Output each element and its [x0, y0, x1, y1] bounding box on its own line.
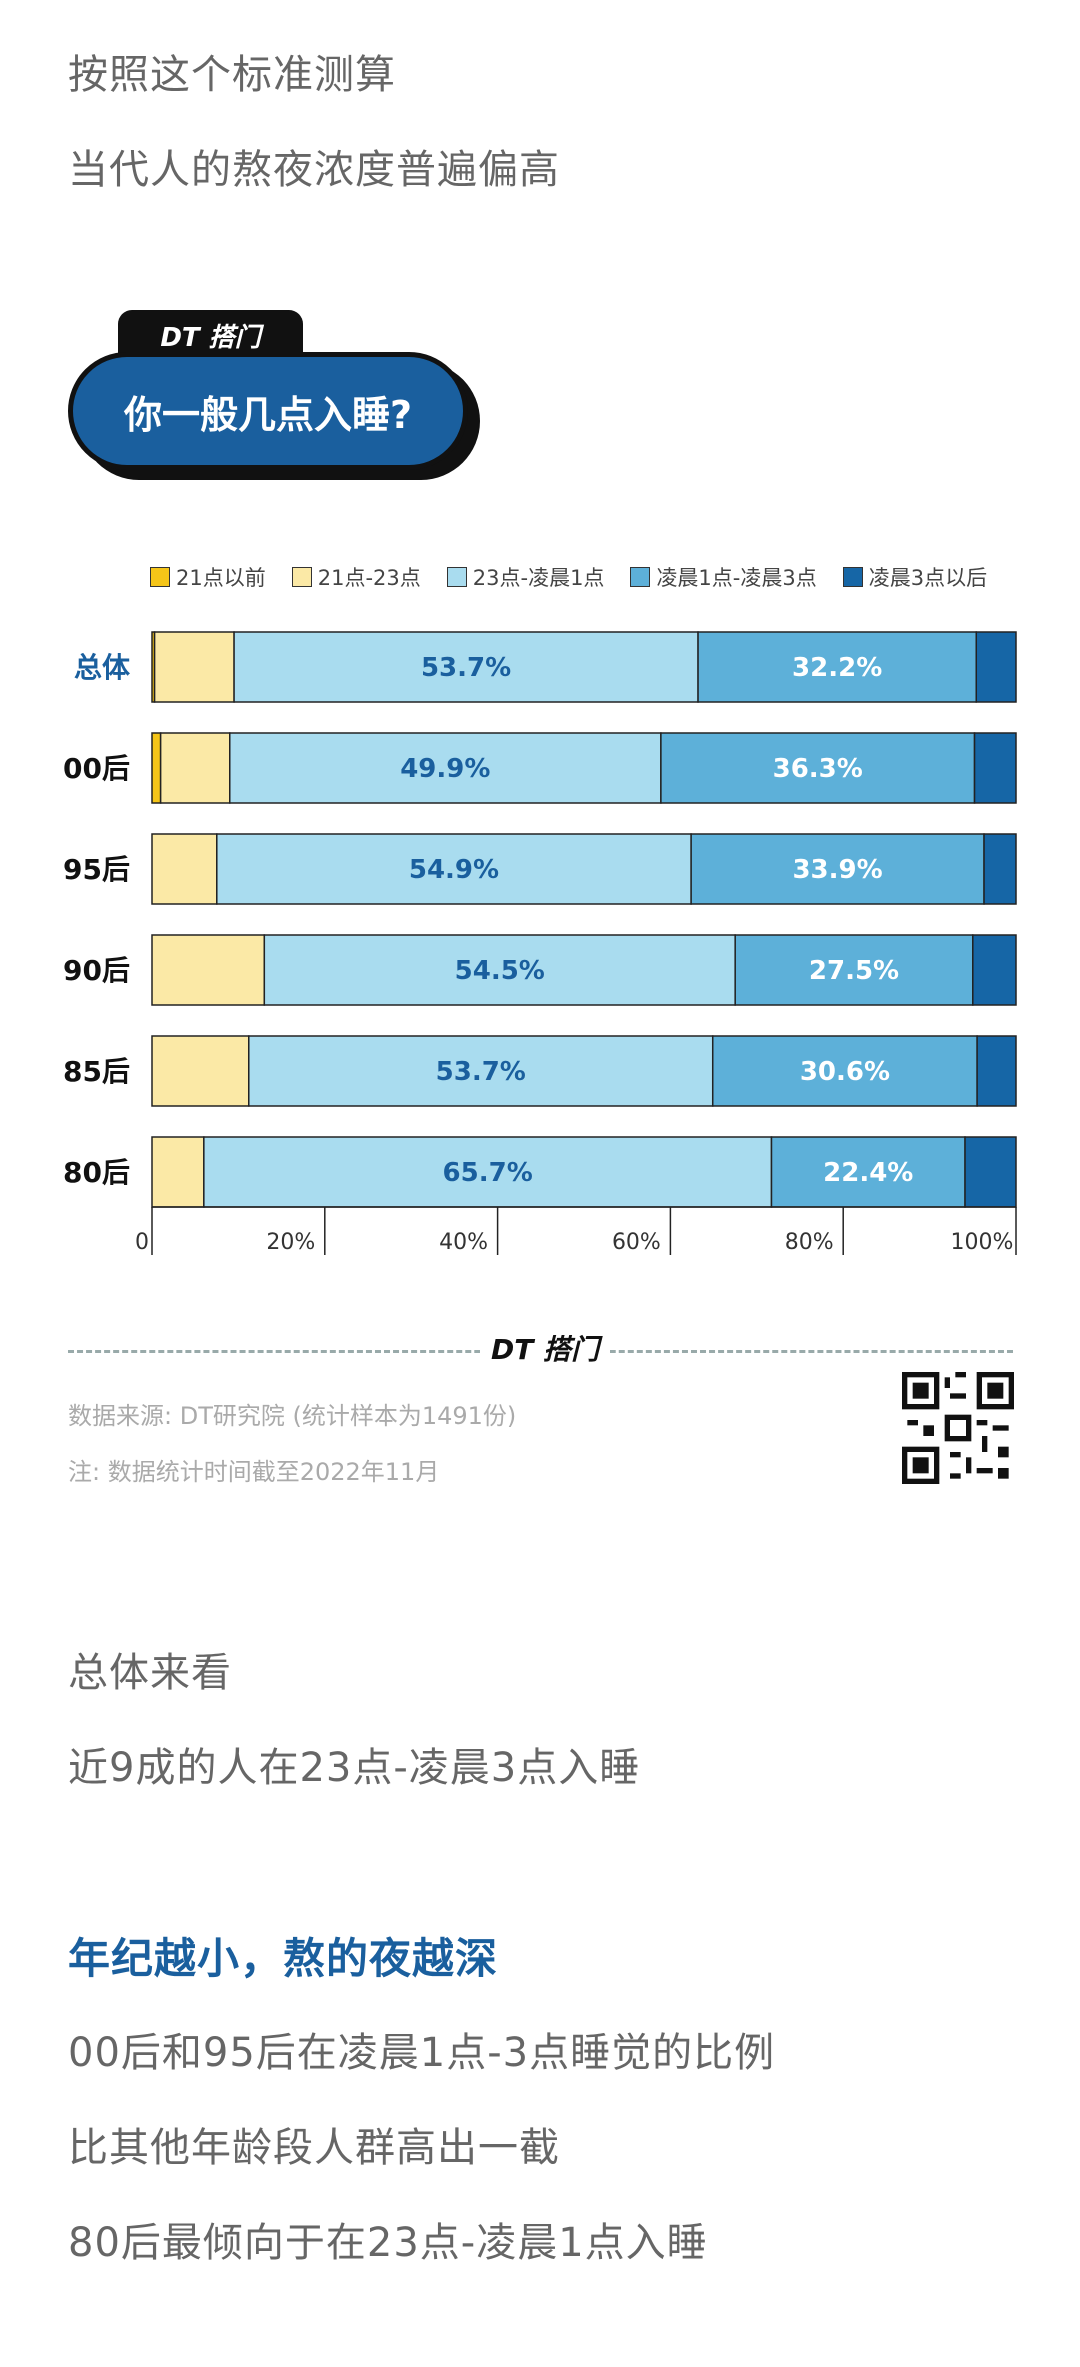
stacked-bar-chart: 总体 53.7% 32.2% 00后 49.9% 36.3% 95后 54.9% 33.9% 90… [63, 631, 1017, 1255]
bar-segment-1-0 [151, 732, 162, 804]
bar-segment-3-2 [263, 934, 736, 1006]
data-label-1-3: 36.3% [773, 754, 863, 784]
chart-legend: 21点以前 21点-23点 23点-凌晨1点 凌晨1点-凌晨3点 凌晨3点以后 [150, 562, 987, 592]
bar-segment-1-1 [159, 732, 231, 804]
data-label-4-3: 30.6% [800, 1057, 890, 1087]
data-label-1-2: 49.9% [400, 754, 490, 784]
data-source-note: 数据来源: DT研究院 (统计样本为1491份) [68, 1402, 517, 1430]
row-label-0: 总体 [74, 651, 131, 684]
x-tick-label-5: 100% [951, 1230, 1014, 1255]
x-tick-label-3: 60% [612, 1230, 661, 1255]
data-label-3-3: 27.5% [809, 956, 899, 986]
brand-tab-logo: DT 搭门 [118, 310, 303, 360]
body-highlight-heading: 年纪越小，熬的夜越深 [68, 1934, 499, 1983]
bar-segment-0-4 [975, 631, 1017, 703]
bar-segment-4-3 [711, 1035, 978, 1107]
row-label-4: 85后 [63, 1055, 130, 1088]
data-label-0-2: 53.7% [421, 653, 511, 683]
data-label-3-2: 54.5% [455, 956, 545, 986]
legend-item-0: 21点以前 [150, 562, 266, 592]
bar-segment-5-1 [151, 1136, 205, 1208]
legend-item-2: 23点-凌晨1点 [446, 562, 604, 592]
data-label-5-3: 22.4% [823, 1158, 913, 1188]
bar-segment-0-3 [697, 631, 978, 703]
bar-segment-3-4 [972, 934, 1017, 1006]
body-line-3: 00后和95后在凌晨1点-3点睡觉的比例 [68, 2030, 776, 2076]
body-line-2: 近9成的人在23点-凌晨3点入睡 [68, 1745, 641, 1791]
body-line-5: 80后最倾向于在23点-凌晨1点入睡 [68, 2220, 708, 2266]
x-tick-label-2: 40% [439, 1230, 488, 1255]
row-label-3: 90后 [63, 954, 130, 987]
bar-segment-2-4 [983, 833, 1017, 905]
legend-item-3: 凌晨1点-凌晨3点 [630, 562, 817, 592]
legend-item-4: 凌晨3点以后 [842, 562, 987, 592]
bar-segment-2-1 [151, 833, 218, 905]
bar-segment-1-4 [973, 732, 1017, 804]
bar-segment-5-3 [770, 1136, 966, 1208]
data-label-2-2: 54.9% [409, 855, 499, 885]
data-label-5-2: 65.7% [443, 1158, 533, 1188]
bar-segment-3-1 [151, 934, 266, 1006]
bar-segment-3-3 [734, 934, 974, 1006]
bar-segment-0-2 [233, 631, 699, 703]
bar-segment-4-4 [976, 1035, 1017, 1107]
intro-line-2: 当代人的熬夜浓度普遍偏高 [68, 147, 560, 193]
x-tick-label-0: 0 [135, 1230, 149, 1255]
bar-segment-1-2 [229, 732, 662, 804]
bar-segment-2-3 [690, 833, 985, 905]
body-line-1: 总体来看 [68, 1650, 232, 1696]
bar-segment-5-4 [964, 1136, 1017, 1208]
bar-segment-5-2 [203, 1136, 773, 1208]
data-label-4-2: 53.7% [436, 1057, 526, 1087]
data-label-2-3: 33.9% [792, 855, 882, 885]
x-tick-label-1: 20% [266, 1230, 315, 1255]
chart-title: 你一般几点入睡? [68, 352, 468, 470]
x-tick-label-4: 80% [785, 1230, 834, 1255]
data-label-0-3: 32.2% [792, 653, 882, 683]
intro-line-1: 按照这个标准测算 [68, 52, 396, 98]
footer-brand-logo: DT 搭门 [480, 1328, 610, 1368]
legend-item-1: 21点-23点 [291, 562, 421, 592]
data-date-note: 注: 数据统计时间截至2022年11月 [68, 1458, 440, 1486]
qr-code-icon [902, 1372, 1014, 1484]
row-label-2: 95后 [63, 853, 130, 886]
row-label-5: 80后 [63, 1156, 130, 1189]
row-label-1: 00后 [63, 752, 130, 785]
bar-segment-4-1 [151, 1035, 250, 1107]
bar-segment-1-3 [660, 732, 976, 804]
bar-segment-0-1 [153, 631, 235, 703]
body-line-4: 比其他年龄段人群高出一截 [68, 2125, 560, 2171]
